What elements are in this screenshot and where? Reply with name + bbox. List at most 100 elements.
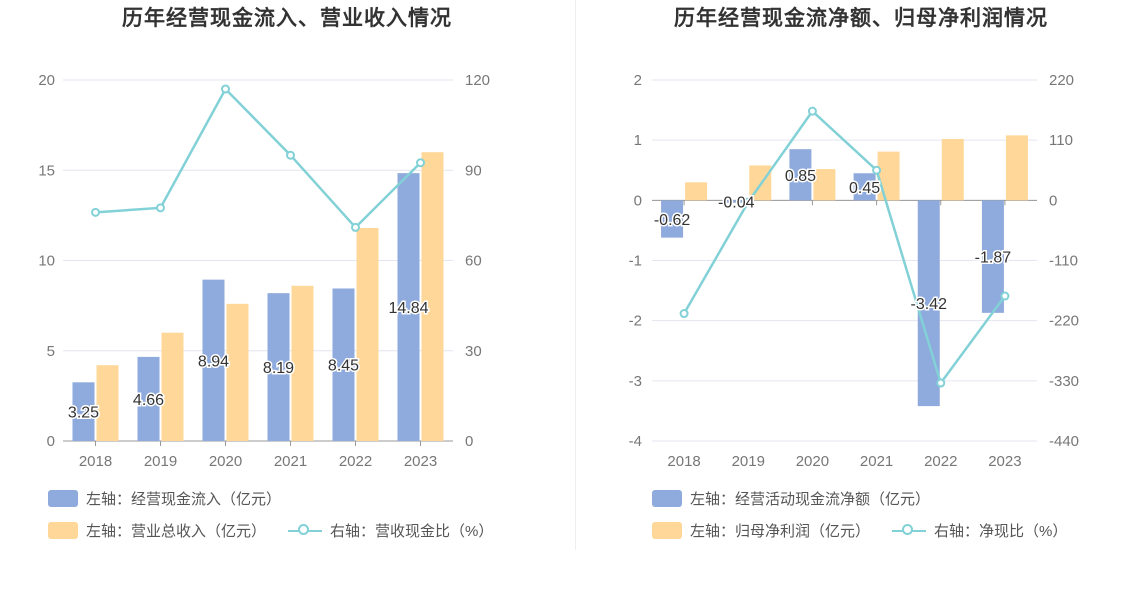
legend-label-cash-inflow: 左轴：经营现金流入（亿元） [86, 490, 282, 508]
y-left-tick-label: 0 [634, 192, 642, 209]
ratio-line [95, 86, 422, 230]
bar-secondary [1005, 135, 1028, 201]
x-tick-label: 2019 [144, 453, 177, 470]
line-point [416, 158, 425, 168]
bar-primary [137, 356, 160, 441]
y-left-tick-label: -2 [629, 313, 642, 330]
bar-primary [332, 288, 355, 441]
line-point [743, 197, 753, 207]
y-right-tick-label: 0 [1049, 192, 1057, 209]
line-point [351, 222, 360, 232]
chart-panel-left: 历年经营现金流入、营业收入情况 0 5 10 15 20 0 30 60 90 120 2018 20… [0, 0, 574, 560]
y-right-tick-label: 120 [465, 72, 490, 89]
bar-data-label: 4.66 [133, 392, 164, 409]
x-tick-label: 2022 [339, 453, 372, 470]
y-left-tick-label: 15 [38, 162, 55, 179]
line-point [936, 378, 946, 388]
y-right-tick-label: 110 [1049, 132, 1073, 149]
legend-label-net-profit: 左轴：归母净利润（亿元） [690, 522, 871, 540]
y-right-tick-label: 30 [465, 343, 482, 360]
y-left-tick-label: 1 [634, 132, 642, 149]
y-right-tick-label: 220 [1049, 72, 1074, 89]
bar-data-label: -3.42 [911, 296, 948, 313]
legend-label-ratio: 右轴：营收现金比（%） [330, 522, 494, 540]
bar-secondary [685, 182, 708, 201]
line-point [221, 84, 230, 94]
bar-secondary [291, 285, 314, 441]
bar-data-label: 8.45 [328, 358, 359, 375]
x-tick-label: 2018 [667, 453, 700, 470]
x-tick-label: 2023 [988, 453, 1021, 470]
y-right-tick-label: -220 [1049, 313, 1079, 330]
line-point [91, 207, 100, 217]
x-tick-label: 2022 [924, 453, 957, 470]
y-right-tick-label: -330 [1049, 373, 1079, 390]
ratio-line [682, 109, 1006, 386]
bar-primary [661, 200, 684, 238]
bar-secondary [421, 152, 444, 441]
bar-data-label: 14.84 [388, 300, 428, 317]
bar-secondary [941, 138, 964, 201]
bar-secondary [813, 169, 836, 201]
legend-swatch-revenue [48, 521, 78, 539]
y-right-tick-label: 90 [465, 162, 482, 179]
bar-data-label: 3.25 [68, 405, 99, 422]
y-right-tick-label: -440 [1049, 433, 1079, 450]
legend-swatch-cash-inflow [48, 489, 78, 507]
chart-left: 0 5 10 15 20 0 30 60 90 120 2018 2019 2020 2021 2022 20… [38, 72, 490, 470]
legend-swatch-net-profit [652, 521, 682, 539]
bar-primary [917, 200, 940, 407]
x-tick-label: 2023 [404, 453, 437, 470]
legend-right: 左轴：经营活动现金流净额（亿元） 左轴：归母净利润（亿元） 右轴：净现比（%） [652, 482, 1067, 546]
y-left-tick-label: -3 [629, 373, 642, 390]
bar-data-label: -0.62 [654, 212, 691, 229]
bar-primary [789, 149, 812, 201]
y-left-tick-label: 5 [47, 343, 55, 360]
x-tick-label: 2021 [860, 453, 893, 470]
y-left-tick-label: -4 [629, 433, 642, 450]
x-tick-label: 2019 [732, 453, 765, 470]
bar-primary [72, 382, 95, 441]
legend-swatch-net-cash-flow [652, 489, 682, 507]
legend-label-net-cash-flow: 左轴：经营活动现金流净额（亿元） [690, 490, 931, 508]
bar-data-label: 8.94 [198, 353, 229, 370]
line-point [286, 150, 295, 160]
y-left-tick-label: 10 [38, 253, 55, 270]
y-right-tick-label: -110 [1049, 253, 1078, 270]
bar-data-label: 0.85 [785, 168, 816, 185]
y-left-tick-label: 2 [634, 72, 642, 89]
bar-secondary [96, 365, 119, 441]
bar-primary [397, 173, 420, 441]
bar-data-label: -0.04 [718, 195, 755, 212]
bar-secondary [356, 228, 379, 441]
line-point [807, 106, 817, 116]
line-point [872, 165, 882, 175]
bar-primary [981, 200, 1004, 313]
legend-swatch-net-cash-ratio [892, 522, 927, 539]
line-point [1000, 291, 1010, 301]
y-left-tick-label: -1 [629, 253, 642, 270]
y-left-tick-label: 20 [38, 72, 55, 89]
x-tick-label: 2018 [79, 453, 112, 470]
panel-divider [575, 0, 576, 550]
line-point [679, 309, 689, 319]
bar-data-label: -1.87 [975, 250, 1012, 267]
line-point [156, 203, 165, 213]
bar-secondary [877, 151, 900, 201]
chart-right: -4 -3 -2 -1 0 1 2 -440 -330 -220 -110 0 110 220 2018 20… [629, 72, 1079, 470]
x-tick-label: 2020 [796, 453, 829, 470]
chart-title-left: 历年经营现金流入、营业收入情况 [122, 7, 452, 30]
y-left-tick-label: 0 [47, 433, 55, 450]
chart-panel-right: 历年经营现金流净额、归母净利润情况 -4 -3 -2 -1 0 1 2 -440 -330 -22… [574, 0, 1148, 560]
bar-secondary [226, 303, 249, 441]
legend-label-net-cash-ratio: 右轴：净现比（%） [934, 522, 1068, 540]
bar-primary [853, 173, 876, 201]
legend-left: 左轴：经营现金流入（亿元） 左轴：营业总收入（亿元） 右轴：营收现金比（%） [48, 482, 493, 546]
chart-title-right: 历年经营现金流净额、归母净利润情况 [674, 7, 1048, 30]
y-right-tick-label: 60 [465, 253, 482, 270]
bar-primary [725, 200, 748, 203]
x-tick-label: 2020 [209, 453, 242, 470]
legend-swatch-ratio [288, 522, 323, 539]
bar-primary [267, 293, 290, 441]
bar-data-label: 0.45 [849, 180, 880, 197]
